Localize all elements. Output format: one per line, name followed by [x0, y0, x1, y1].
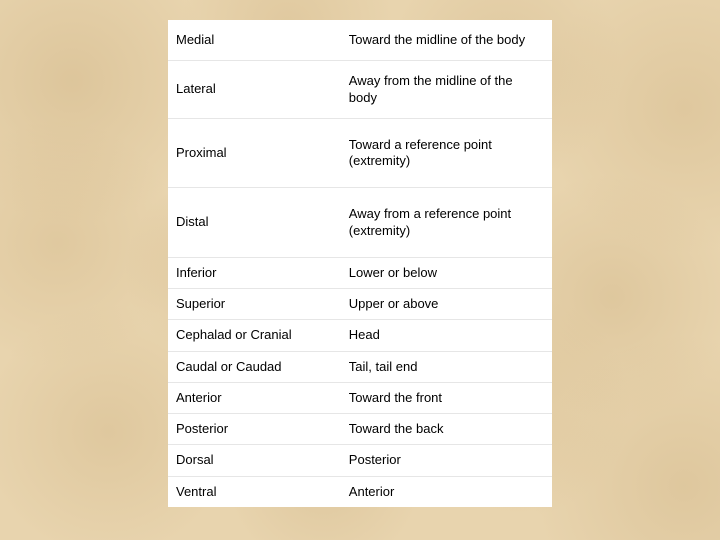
term-cell: Caudal or Caudad	[168, 351, 341, 382]
definition-cell: Tail, tail end	[341, 351, 552, 382]
term-cell: Distal	[168, 188, 341, 258]
definition-cell: Upper or above	[341, 289, 552, 320]
definition-cell: Away from a reference point (extremity)	[341, 188, 552, 258]
table-row: InferiorLower or below	[168, 257, 552, 288]
term-cell: Anterior	[168, 382, 341, 413]
term-cell: Lateral	[168, 61, 341, 119]
table-row: LateralAway from the midline of the body	[168, 61, 552, 119]
definition-cell: Posterior	[341, 445, 552, 476]
term-cell: Medial	[168, 20, 341, 61]
term-cell: Ventral	[168, 476, 341, 507]
term-cell: Proximal	[168, 118, 341, 188]
table-row: DorsalPosterior	[168, 445, 552, 476]
definition-cell: Away from the midline of the body	[341, 61, 552, 119]
term-cell: Cephalad or Cranial	[168, 320, 341, 351]
definition-cell: Toward the back	[341, 414, 552, 445]
definition-cell: Anterior	[341, 476, 552, 507]
table-row: Caudal or CaudadTail, tail end	[168, 351, 552, 382]
definition-cell: Toward the front	[341, 382, 552, 413]
table-row: AnteriorToward the front	[168, 382, 552, 413]
table-row: ProximalToward a reference point (extrem…	[168, 118, 552, 188]
definition-cell: Toward the midline of the body	[341, 20, 552, 61]
table-row: DistalAway from a reference point (extre…	[168, 188, 552, 258]
definition-cell: Lower or below	[341, 257, 552, 288]
table-row: SuperiorUpper or above	[168, 289, 552, 320]
terms-table-container: MedialToward the midline of the bodyLate…	[168, 20, 552, 507]
term-cell: Inferior	[168, 257, 341, 288]
table-row: VentralAnterior	[168, 476, 552, 507]
table-row: Cephalad or CranialHead	[168, 320, 552, 351]
term-cell: Dorsal	[168, 445, 341, 476]
term-cell: Superior	[168, 289, 341, 320]
table-row: MedialToward the midline of the body	[168, 20, 552, 61]
table-row: PosteriorToward the back	[168, 414, 552, 445]
terms-table: MedialToward the midline of the bodyLate…	[168, 20, 552, 507]
term-cell: Posterior	[168, 414, 341, 445]
definition-cell: Head	[341, 320, 552, 351]
definition-cell: Toward a reference point (extremity)	[341, 118, 552, 188]
